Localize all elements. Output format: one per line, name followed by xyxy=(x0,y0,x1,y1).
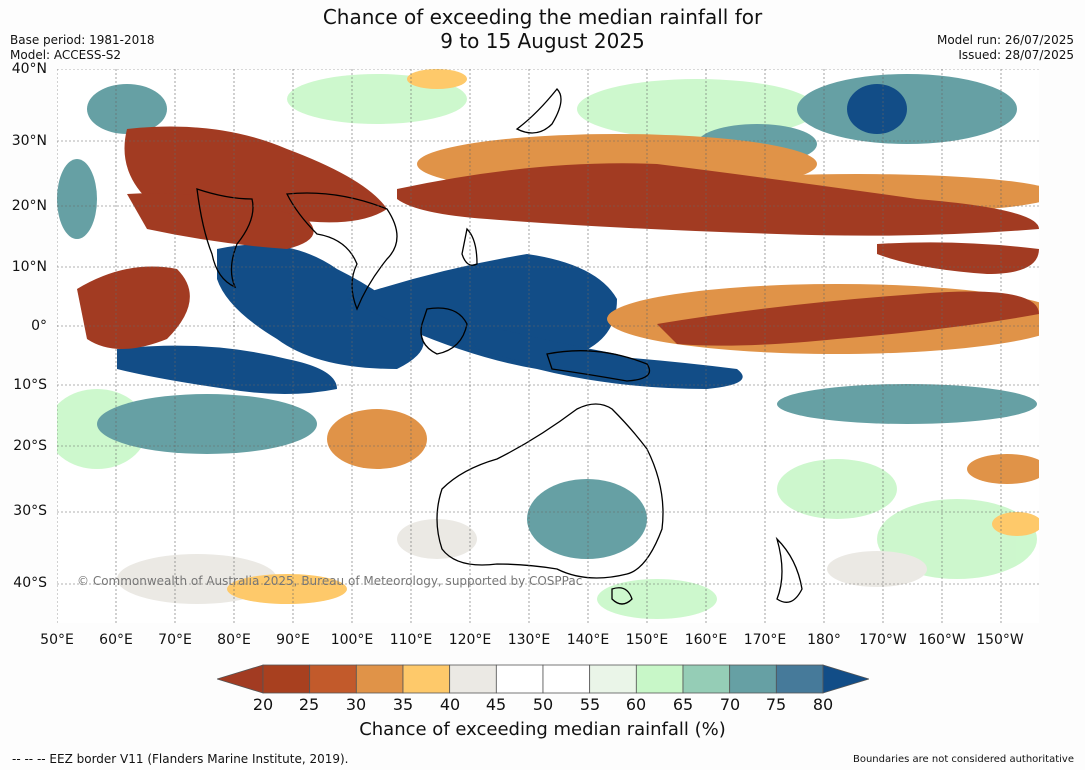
legend-tick: 55 xyxy=(579,695,601,714)
tasmania-outline xyxy=(611,587,633,605)
rainfall-map xyxy=(57,69,1039,623)
colorbar-segment xyxy=(217,664,264,694)
lon-label: 60°E xyxy=(99,632,133,648)
title-line-2: 9 to 15 August 2025 xyxy=(440,29,645,53)
legend-tick: 50 xyxy=(532,695,554,714)
issued-date: Issued: 28/07/2025 xyxy=(958,48,1074,62)
lon-label: 160°E xyxy=(684,632,728,648)
legend-tick: 45 xyxy=(485,695,507,714)
lon-label: 110°E xyxy=(389,632,433,648)
model-name: Model: ACCESS-S2 xyxy=(10,48,122,62)
lon-label: 120°E xyxy=(448,632,492,648)
meta-right: Model run: 26/07/2025 Issued: 28/07/2025 xyxy=(937,33,1074,63)
legend-tick: 20 xyxy=(252,695,274,714)
lon-label: 180° xyxy=(807,632,841,648)
colorbar-segment xyxy=(402,664,451,694)
colorbar-segment xyxy=(309,664,357,694)
map-title: Chance of exceeding the median rainfall … xyxy=(0,5,1085,53)
lon-label: 160°W xyxy=(918,632,966,648)
colorbar-segment xyxy=(635,664,684,694)
legend-tick: 70 xyxy=(719,695,741,714)
lon-label: 50°E xyxy=(40,632,74,648)
wet-areas-blue xyxy=(117,84,907,394)
colorbar-segment xyxy=(589,664,637,694)
japan-outline xyxy=(515,88,562,134)
legend-title: Chance of exceeding median rainfall (%) xyxy=(359,719,726,740)
new-zealand-outline xyxy=(775,536,803,603)
legend-tick: 60 xyxy=(625,695,647,714)
dry-areas-yellow xyxy=(227,69,1039,604)
boundaries-disclaimer: Boundaries are not considered authoritat… xyxy=(852,754,1074,765)
colorbar-segment xyxy=(729,664,777,694)
legend-tick: 35 xyxy=(392,695,414,714)
lat-label: 30°S xyxy=(13,503,47,519)
lat-label: 0° xyxy=(31,318,47,334)
lat-label: 10°S xyxy=(13,377,47,393)
new-guinea-outline xyxy=(546,350,651,382)
borneo-outline xyxy=(420,307,468,355)
legend-tick: 65 xyxy=(672,695,694,714)
colorbar-segment xyxy=(775,664,824,694)
colorbar-segment xyxy=(449,664,497,694)
philippines-outline xyxy=(461,227,478,266)
lon-label: 170°E xyxy=(743,632,787,648)
colorbar-segment xyxy=(682,664,731,694)
lat-label: 20°N xyxy=(11,198,47,214)
lat-label: 40°N xyxy=(11,61,47,77)
colorbar-segments xyxy=(217,664,869,694)
lon-label: 150°W xyxy=(976,632,1024,648)
coastlines xyxy=(196,88,803,605)
australia-outline xyxy=(436,403,664,579)
colorbar-segment xyxy=(822,664,869,694)
lat-label: 30°N xyxy=(11,133,47,149)
gridlines xyxy=(57,69,1039,623)
title-line-1: Chance of exceeding the median rainfall … xyxy=(322,5,763,29)
lon-label: 140°E xyxy=(566,632,610,648)
meta-left: Base period: 1981-2018 Model: ACCESS-S2 xyxy=(10,33,155,63)
legend-tick: 25 xyxy=(298,695,320,714)
base-period: Base period: 1981-2018 xyxy=(10,33,155,47)
model-run: Model run: 26/07/2025 xyxy=(936,33,1074,47)
colorbar-segment xyxy=(262,664,311,694)
lon-label: 130°E xyxy=(507,632,551,648)
colorbar-segment xyxy=(355,664,404,694)
colorbar-segment xyxy=(542,664,591,694)
lon-label: 170°W xyxy=(859,632,907,648)
lat-label: 10°N xyxy=(11,259,47,275)
lon-label: 90°E xyxy=(276,632,310,648)
legend-tick: 40 xyxy=(439,695,461,714)
lat-label: 40°S xyxy=(13,575,47,591)
legend-tick: 30 xyxy=(345,695,367,714)
dry-areas-brown xyxy=(77,126,1039,349)
legend-tick: 75 xyxy=(765,695,787,714)
lon-label: 80°E xyxy=(217,632,251,648)
lat-label: 20°S xyxy=(13,438,47,454)
eez-border-note: -- -- -- EEZ border V11 (Flanders Marine… xyxy=(12,752,349,766)
southeast-asia-outline xyxy=(285,192,398,311)
india-outline xyxy=(196,188,254,289)
legend-colorbar xyxy=(217,664,869,694)
legend-tick: 80 xyxy=(812,695,834,714)
lon-label: 100°E xyxy=(330,632,374,648)
lon-label: 70°E xyxy=(158,632,192,648)
lon-label: 150°E xyxy=(625,632,669,648)
copyright-notice: © Commonwealth of Australia 2025, Bureau… xyxy=(77,574,583,588)
colorbar-segment xyxy=(495,664,544,694)
